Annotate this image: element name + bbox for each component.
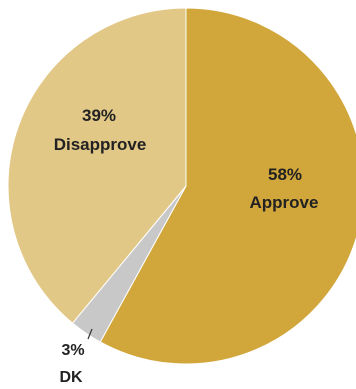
dk-leader-line bbox=[87, 328, 93, 340]
slice-value-label-approve: 58% bbox=[268, 165, 302, 184]
slice-name-label-approve: Approve bbox=[250, 193, 319, 212]
slice-name-label-disapprove: Disapprove bbox=[54, 135, 147, 154]
slice-value-label-disapprove: 39% bbox=[82, 106, 116, 125]
slice-name-label-dk: DK bbox=[59, 369, 83, 386]
slice-value-label-dk: 3% bbox=[61, 342, 84, 359]
pie-slice-disapprove bbox=[7, 7, 187, 324]
pie-slices bbox=[7, 7, 356, 365]
pie-slice-approve bbox=[99, 7, 356, 365]
